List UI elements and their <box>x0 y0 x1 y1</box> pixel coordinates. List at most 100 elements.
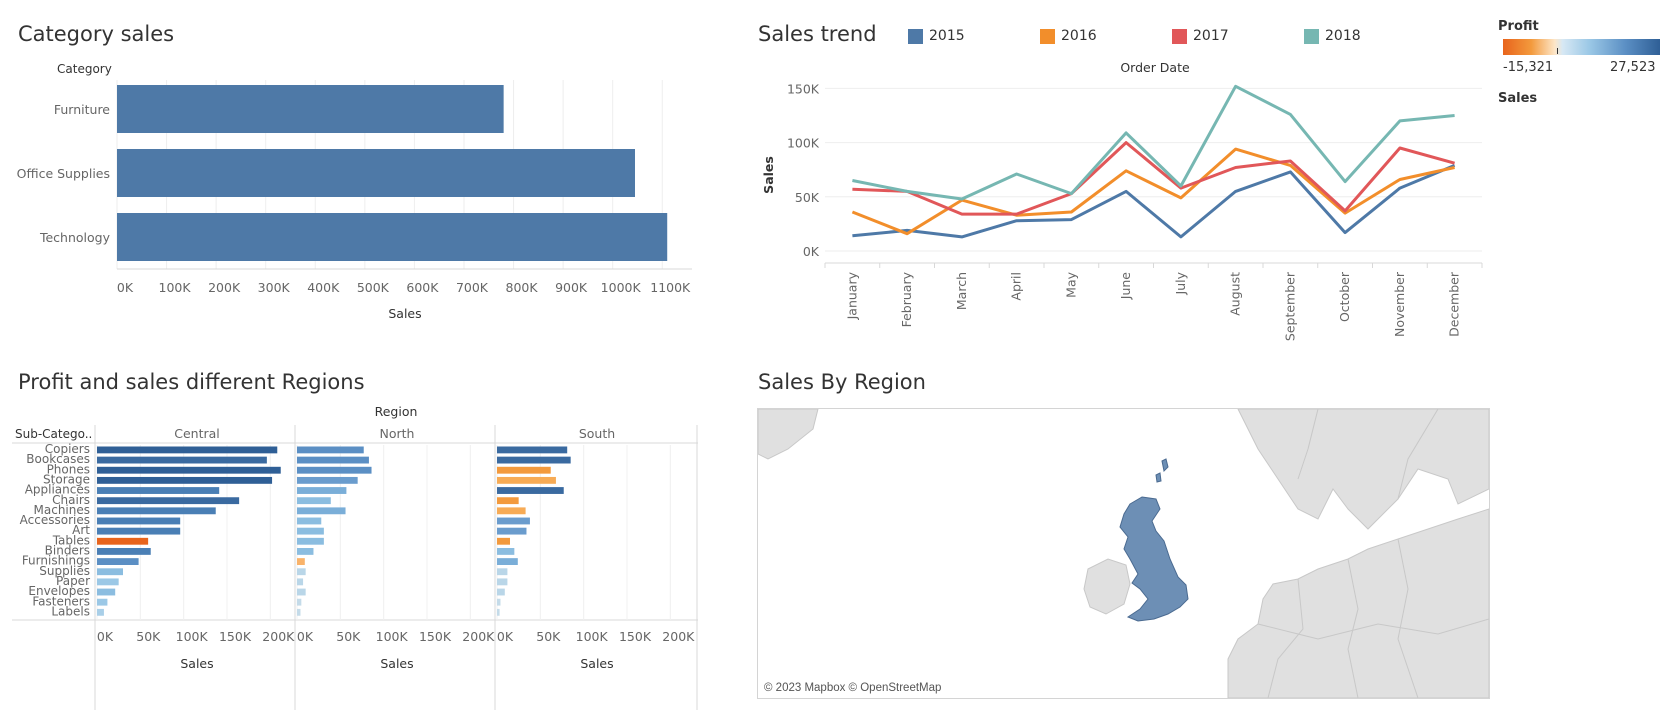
legend-swatch-2018 <box>1304 28 1319 44</box>
region-bar <box>497 588 505 596</box>
region-bar <box>497 568 508 576</box>
category-header: Category <box>57 62 112 76</box>
profit-regions-chart: Region Sub-Catego.. Central 0K 50K 100K 150K 20… <box>12 405 698 710</box>
region-bar <box>97 537 149 545</box>
trend-x-tick: May <box>1063 271 1078 297</box>
trend-x-tick: September <box>1282 271 1297 341</box>
subcategory-label: Labels <box>51 604 90 618</box>
legend-label-2016: 2016 <box>1061 28 1097 44</box>
legend-item-2017[interactable]: 2017 <box>1172 28 1229 44</box>
region-bar <box>297 527 324 535</box>
category-sales-title: Category sales <box>18 22 175 46</box>
subcategory-label: Binders <box>45 544 90 558</box>
subcategory-label: Appliances <box>25 483 90 497</box>
region-bar <box>497 476 556 484</box>
region-bar <box>297 558 305 565</box>
region-bar <box>497 487 564 494</box>
region-bar <box>497 507 526 515</box>
category-x-tick: 100K <box>159 280 192 295</box>
region-bar <box>297 446 364 454</box>
region-x-tick: 200K <box>262 629 295 644</box>
sales-trend-chart: Order Date Sales 0K 50K 100K 150K January Febru… <box>761 60 1483 341</box>
category-x-tick: 600K <box>406 280 439 295</box>
trend-y-tick: 150K <box>787 81 820 96</box>
trend-line-2016 <box>851 147 1455 236</box>
region-bar <box>97 446 278 454</box>
category-sales-chart: Category 0K 100K 200K 300K 400K 500K 600K 700K 80… <box>17 62 692 321</box>
legend-item-2016[interactable]: 2016 <box>1040 28 1097 44</box>
legend-label-2017: 2017 <box>1193 28 1229 44</box>
region-x-tick: 100K <box>376 629 409 644</box>
legend-swatch-2015 <box>908 28 923 44</box>
legend-label-2015: 2015 <box>929 28 965 44</box>
region-x-tick: 0K <box>97 629 114 644</box>
region-bar <box>97 456 267 464</box>
region-x-tick: 200K <box>462 629 495 644</box>
profit-max-label: 27,523 <box>1610 60 1656 75</box>
subcategory-label: Chairs <box>52 493 90 507</box>
region-x-tick: 0K <box>297 629 314 644</box>
category-x-title: Sales <box>388 306 421 321</box>
subcategory-label: Phones <box>47 462 90 476</box>
map-europe <box>1227 508 1489 698</box>
region-bar <box>497 456 571 464</box>
region-bar <box>497 446 568 454</box>
region-bar <box>297 517 322 525</box>
category-label: Office Supplies <box>17 166 110 181</box>
region-header-central: Central <box>174 426 220 441</box>
trend-x-tick: August <box>1228 272 1243 316</box>
region-bar <box>97 588 116 596</box>
sales-trend-title: Sales trend <box>758 22 877 46</box>
profit-regions-title: Profit and sales different Regions <box>18 370 365 394</box>
category-x-tick: 1100K <box>650 280 691 295</box>
region-bar <box>97 527 181 535</box>
trend-line-2018 <box>852 84 1455 201</box>
region-bar <box>297 568 306 576</box>
map-ireland <box>1083 558 1131 615</box>
category-x-tick: 500K <box>357 280 390 295</box>
region-bar <box>497 517 530 525</box>
region-x-tick: 150K <box>219 629 252 644</box>
trend-x-tick: March <box>954 272 969 310</box>
sales-map[interactable]: © 2023 Mapbox © OpenStreetMap <box>757 408 1490 699</box>
trend-x-tick: June <box>1118 272 1133 301</box>
legend-label-2018: 2018 <box>1325 28 1361 44</box>
region-bar <box>97 548 151 555</box>
subcategory-header: Sub-Catego.. <box>15 427 92 441</box>
category-label: Furniture <box>54 102 110 117</box>
trend-x-tick: January <box>844 271 859 320</box>
trend-line-2017 <box>852 141 1456 216</box>
region-bar <box>97 487 220 494</box>
trend-y-tick: 100K <box>787 136 820 151</box>
map-attribution[interactable]: © 2023 Mapbox © OpenStreetMap <box>764 682 942 694</box>
legend-item-2015[interactable]: 2015 <box>908 28 965 44</box>
region-x-tick: 0K <box>497 629 514 644</box>
legend-swatch-2016 <box>1040 28 1055 44</box>
region-bar <box>297 466 372 474</box>
region-x-tick: 150K <box>619 629 652 644</box>
trend-line-2015 <box>852 164 1456 239</box>
subcategory-label: Storage <box>43 472 90 486</box>
region-bar <box>297 487 347 494</box>
region-bar <box>297 548 314 555</box>
profit-zero-tick <box>1557 48 1558 54</box>
trend-x-tick: December <box>1447 271 1462 337</box>
category-bar <box>117 213 668 261</box>
category-x-tick: 200K <box>208 280 241 295</box>
category-x-tick: 700K <box>456 280 489 295</box>
subcategory-label: Art <box>72 523 90 537</box>
trend-y-tick: 0K <box>803 244 820 259</box>
subcategory-label: Furnishings <box>22 554 90 568</box>
region-x-tick: 150K <box>419 629 452 644</box>
category-x-tick: 800K <box>506 280 539 295</box>
region-x-tick: 100K <box>176 629 209 644</box>
region-x-tick: 200K <box>662 629 695 644</box>
region-x-title: Sales <box>380 656 413 671</box>
region-bar <box>497 558 518 565</box>
subcategory-label: Machines <box>34 503 90 517</box>
legend-item-2018[interactable]: 2018 <box>1304 28 1361 44</box>
region-bar <box>497 537 510 545</box>
category-x-tick: 400K <box>307 280 340 295</box>
region-x-tick: 50K <box>336 629 361 644</box>
category-x-tick: 300K <box>258 280 291 295</box>
